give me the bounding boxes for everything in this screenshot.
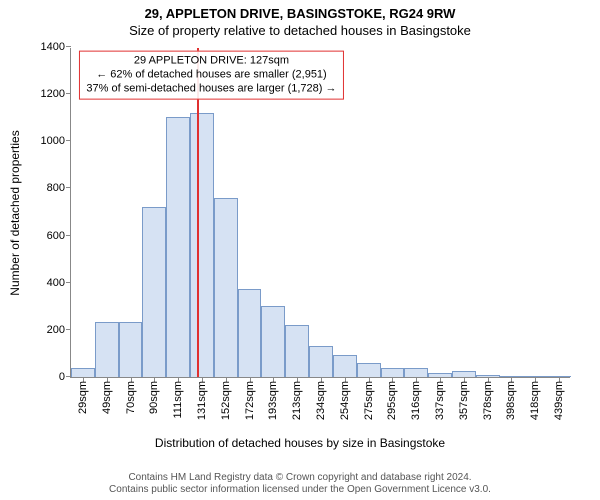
y-tick-mark (66, 282, 71, 283)
x-tick-label: 398sqm (505, 377, 517, 420)
x-tick-label: 111sqm (172, 377, 184, 419)
annotation-box: 29 APPLETON DRIVE: 127sqm← 62% of detach… (79, 51, 343, 100)
histogram-bar (381, 368, 405, 377)
x-tick-label: 275sqm (363, 377, 375, 420)
annotation-line: 37% of semi-detached houses are larger (… (86, 82, 336, 96)
y-axis-label: Number of detached properties (8, 130, 22, 295)
y-tick-mark (66, 46, 71, 47)
histogram-bar (285, 325, 309, 377)
x-tick-label: 131sqm (196, 377, 208, 420)
x-tick-label: 295sqm (386, 377, 398, 420)
histogram-bar (166, 117, 190, 377)
histogram-bar (119, 322, 143, 377)
histogram-bar (309, 346, 333, 377)
x-tick-label: 90sqm (148, 377, 160, 414)
x-axis-label: Distribution of detached houses by size … (0, 436, 600, 450)
x-tick-label: 193sqm (267, 377, 279, 420)
x-tick-label: 234sqm (315, 377, 327, 420)
histogram-bar (71, 368, 95, 377)
histogram-bar (214, 198, 238, 377)
histogram-bar (95, 322, 119, 377)
histogram-bar (238, 289, 262, 377)
x-tick-label: 316sqm (410, 377, 422, 420)
chart-title-line2: Size of property relative to detached ho… (0, 21, 600, 38)
footer-line1: Contains HM Land Registry data © Crown c… (0, 472, 600, 484)
annotation-line: 29 APPLETON DRIVE: 127sqm (86, 55, 336, 69)
x-tick-label: 254sqm (339, 377, 351, 420)
y-tick-label: 600 (47, 230, 71, 242)
y-tick-mark (66, 329, 71, 330)
x-tick-label: 357sqm (458, 377, 470, 420)
x-tick-label: 152sqm (220, 377, 232, 420)
x-tick-label: 337sqm (434, 377, 446, 420)
x-tick-label: 49sqm (101, 377, 113, 414)
y-tick-label: 200 (47, 324, 71, 336)
y-tick-label: 0 (59, 371, 71, 383)
histogram-bar (261, 306, 285, 377)
x-tick-label: 29sqm (77, 377, 89, 414)
chart-title-line1: 29, APPLETON DRIVE, BASINGSTOKE, RG24 9R… (0, 0, 600, 21)
plot-area: 020040060080010001200140029sqm49sqm70sqm… (70, 48, 570, 378)
x-tick-label: 172sqm (244, 377, 256, 420)
y-tick-label: 1000 (41, 135, 71, 147)
y-tick-label: 400 (47, 277, 71, 289)
x-tick-label: 213sqm (291, 377, 303, 420)
histogram-bar (333, 355, 357, 377)
y-tick-mark (66, 93, 71, 94)
annotation-line: ← 62% of detached houses are smaller (2,… (86, 68, 336, 82)
y-tick-mark (66, 187, 71, 188)
x-tick-label: 378sqm (482, 377, 494, 420)
y-tick-label: 1400 (41, 41, 71, 53)
y-tick-label: 800 (47, 182, 71, 194)
histogram-bar (142, 207, 166, 377)
footer-line2: Contains public sector information licen… (0, 484, 600, 496)
x-tick-label: 70sqm (125, 377, 137, 414)
y-tick-mark (66, 235, 71, 236)
x-tick-label: 439sqm (553, 377, 565, 420)
chart-container: 29, APPLETON DRIVE, BASINGSTOKE, RG24 9R… (0, 0, 600, 500)
histogram-bar (404, 368, 428, 377)
histogram-bar (190, 113, 214, 377)
y-tick-label: 1200 (41, 88, 71, 100)
y-tick-mark (66, 140, 71, 141)
histogram-bar (357, 363, 381, 377)
footer: Contains HM Land Registry data © Crown c… (0, 472, 600, 496)
x-tick-label: 418sqm (529, 377, 541, 420)
